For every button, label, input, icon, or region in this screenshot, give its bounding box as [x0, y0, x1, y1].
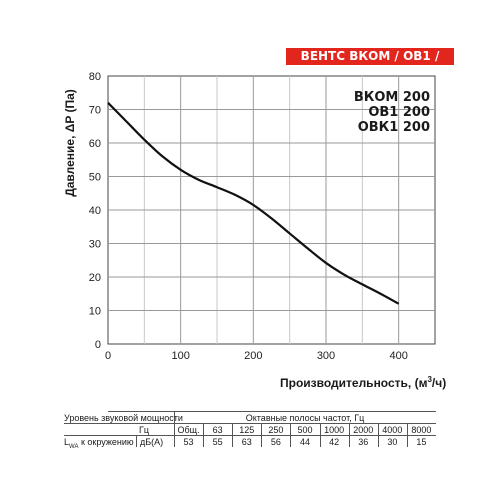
band-value: 42 [329, 437, 340, 447]
band-value: 63 [241, 437, 252, 447]
x-tick-label: 0 [105, 350, 111, 362]
y-tick-label: 20 [89, 272, 101, 284]
model-label-3: ОВК1 200 [357, 120, 430, 135]
y-tick-label: 70 [89, 105, 101, 117]
band-header: 63 [212, 425, 223, 435]
sound-row2-label: LWA к окружению [64, 437, 134, 450]
band-value: 53 [183, 437, 194, 447]
x-tick-label: 200 [244, 350, 262, 362]
sound-row2-unit: дБ(А) [140, 437, 164, 447]
band-value: 56 [270, 437, 281, 447]
band-header: Общ. [177, 425, 200, 435]
band-value: 30 [387, 437, 398, 447]
performance-curve [107, 102, 400, 305]
y-tick-label: 60 [89, 138, 101, 150]
band-header: 125 [239, 425, 255, 435]
x-tick-label: 100 [171, 350, 189, 362]
band-header: 4000 [382, 425, 403, 435]
band-value: 15 [416, 437, 427, 447]
x-axis-label: Производительность, (м3/ч) [280, 375, 447, 390]
octave-bands-title: Октавные полосы частот, Гц [245, 413, 365, 423]
y-tick-label: 30 [89, 239, 101, 251]
grid [108, 76, 435, 344]
y-tick-label: 80 [89, 71, 101, 83]
y-tick-label: 40 [89, 205, 101, 217]
model-label-1: ВКОМ 200 [353, 90, 430, 105]
band-header: 500 [297, 425, 313, 435]
y-tick-label: 50 [89, 172, 101, 184]
x-tick-label: 300 [317, 350, 335, 362]
band-value: 55 [212, 437, 223, 447]
band-header: 2000 [353, 425, 374, 435]
y-tick-label: 0 [95, 339, 101, 351]
band-value: 44 [299, 437, 310, 447]
model-label-2: ОВ1 200 [368, 105, 430, 120]
sound-row1-unit: Гц [139, 425, 150, 435]
y-axis-label: Давление, ΔP (Па) [63, 89, 77, 197]
y-tick-labels: 0 10 20 30 40 50 60 70 80 [89, 71, 101, 351]
band-header: 250 [268, 425, 284, 435]
band-value: 36 [358, 437, 369, 447]
band-header: 8000 [411, 425, 432, 435]
x-tick-label: 400 [389, 350, 407, 362]
y-tick-label: 10 [89, 306, 101, 318]
band-header: 1000 [324, 425, 345, 435]
performance-chart: 0 10 20 30 40 50 60 70 80 0 100 200 300 400 [89, 71, 436, 362]
sound-row1-label: Уровень звуковой мощности [64, 413, 183, 423]
series-layer [107, 102, 400, 305]
x-tick-labels: 0 100 200 300 400 [105, 350, 408, 362]
